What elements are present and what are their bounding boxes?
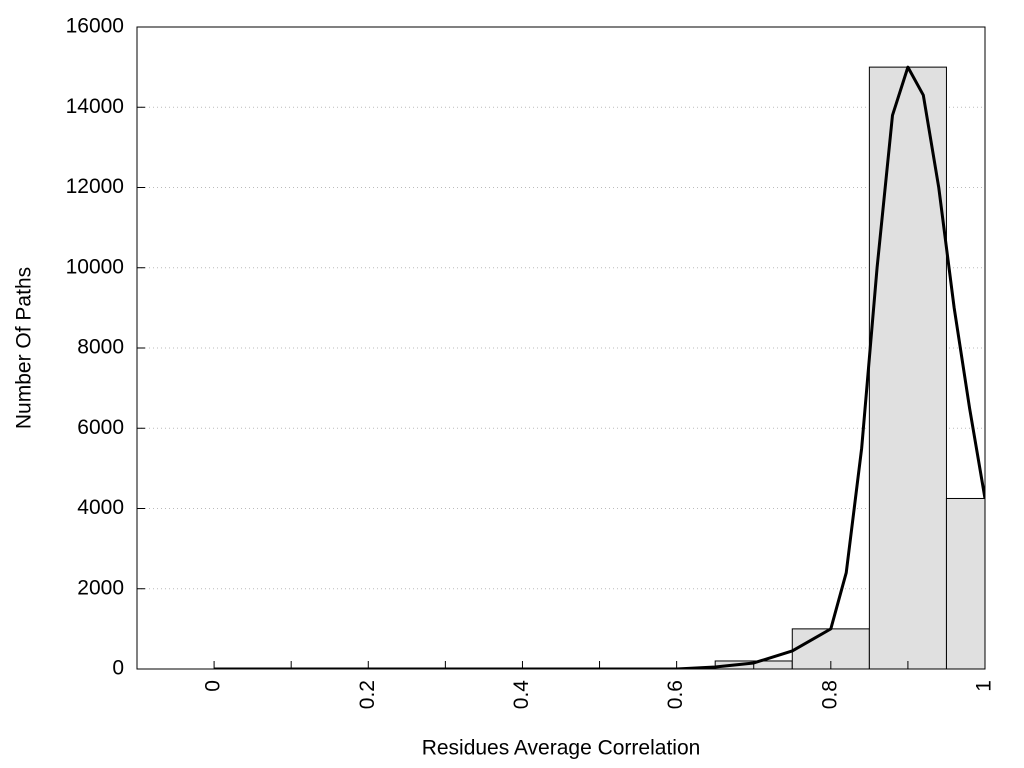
y-tick-label: 4000 xyxy=(77,496,124,519)
y-tick-label: 10000 xyxy=(66,255,124,278)
x-tick-label: 0.6 xyxy=(664,680,687,709)
y-axis-label: Number Of Paths xyxy=(13,267,36,429)
x-tick-label: 0 xyxy=(202,680,225,692)
plot-area xyxy=(214,65,985,669)
fit-curve xyxy=(214,65,985,669)
x-tick-label: 0.4 xyxy=(510,680,533,710)
y-tick-label: 0 xyxy=(112,657,124,680)
y-tick-label: 14000 xyxy=(66,95,124,118)
axes: 0 2000 4000 6000 8000 10000 12000 14000 16000 0 0.… xyxy=(66,15,996,710)
y-tick-label: 12000 xyxy=(66,175,124,198)
x-tick-label: 0.2 xyxy=(356,680,379,709)
y-tick-label: 16000 xyxy=(66,15,124,38)
y-tick-label: 2000 xyxy=(77,576,124,599)
x-tick-label: 0.8 xyxy=(818,680,841,709)
y-tick-label: 6000 xyxy=(77,416,124,439)
bar xyxy=(945,497,985,669)
y-tick-label: 8000 xyxy=(77,336,124,359)
grid xyxy=(137,26,985,670)
x-tick-label: 1 xyxy=(973,680,996,692)
x-axis-label: Residues Average Correlation xyxy=(422,737,701,760)
